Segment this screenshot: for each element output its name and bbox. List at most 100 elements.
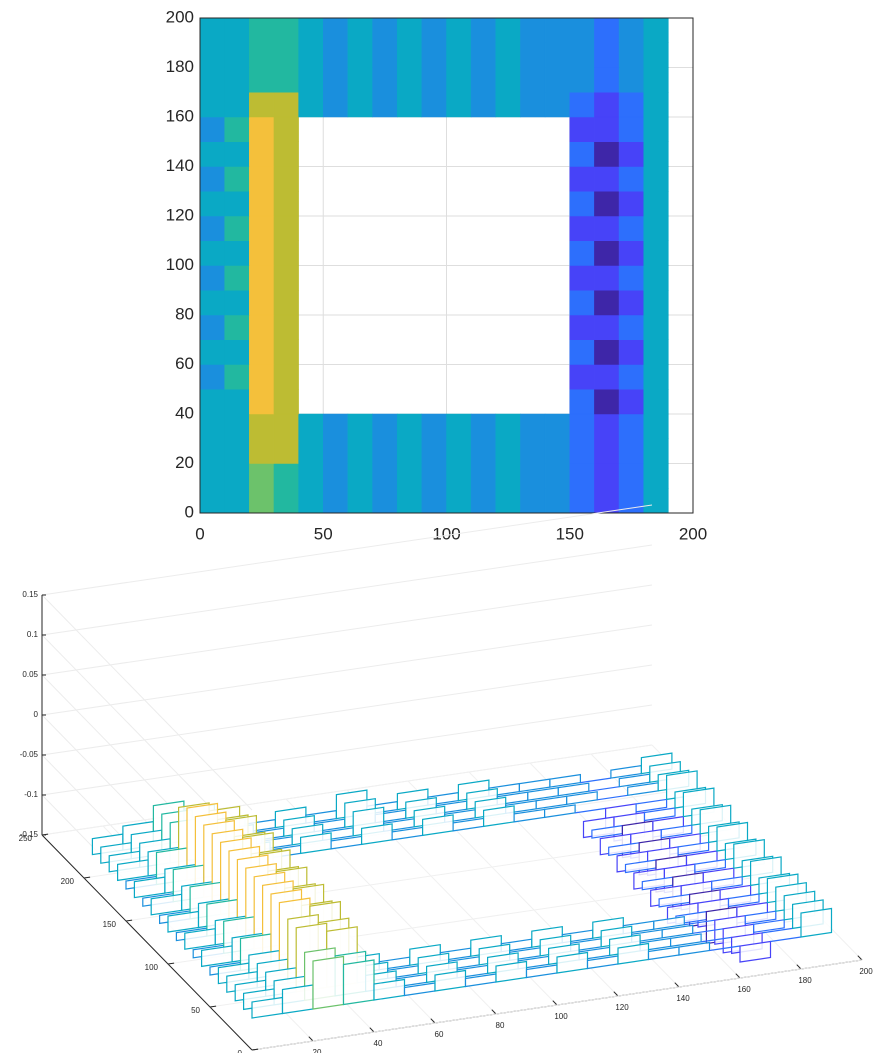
mesh-cell	[249, 464, 274, 489]
mesh-cell	[570, 266, 595, 291]
mesh-cell	[249, 365, 274, 390]
mesh-cell	[594, 266, 619, 291]
mesh-cell	[274, 68, 299, 93]
mesh-cell	[274, 315, 299, 340]
mesh-cell	[594, 290, 619, 315]
mesh-cell	[619, 68, 644, 93]
mesh-cell	[570, 414, 595, 439]
mesh-cell	[644, 439, 669, 464]
mesh-cell	[570, 167, 595, 192]
y-tick	[126, 920, 132, 921]
mesh-cell	[594, 18, 619, 43]
mesh-cell	[348, 43, 373, 68]
mesh-cell	[299, 464, 324, 489]
mesh-cell	[570, 365, 595, 390]
mesh-cell	[274, 18, 299, 43]
mesh-cell	[644, 290, 669, 315]
mesh-cell	[422, 414, 447, 439]
mesh-cell	[225, 241, 250, 266]
mesh-cell	[644, 216, 669, 241]
mesh-cell	[373, 68, 398, 93]
mesh-cell	[644, 414, 669, 439]
mesh-cell	[447, 18, 472, 43]
x-tick-label: 200	[679, 524, 707, 543]
figure: 020406080100120140160180200050100150200 …	[0, 0, 883, 1053]
mesh-cell	[323, 488, 348, 513]
mesh-cell	[225, 488, 250, 513]
x-tick	[675, 983, 679, 987]
mesh-cell	[594, 414, 619, 439]
mesh-cell	[644, 315, 669, 340]
mesh-cell	[619, 439, 644, 464]
mesh-cell	[520, 488, 545, 513]
mesh-cell	[274, 117, 299, 142]
mesh-cell	[249, 117, 274, 142]
x-tick	[797, 965, 801, 969]
mesh-cell	[249, 216, 274, 241]
mesh-cell	[249, 439, 274, 464]
mesh-cell	[348, 18, 373, 43]
mesh-cell	[249, 488, 274, 513]
mesh-cell	[274, 43, 299, 68]
mesh-cell	[422, 439, 447, 464]
mesh-cell	[225, 117, 250, 142]
mesh-cell	[373, 488, 398, 513]
mesh-cell	[496, 414, 521, 439]
mesh-cell	[644, 92, 669, 117]
mesh-cell	[373, 18, 398, 43]
mesh-cell	[249, 389, 274, 414]
mesh-cell	[249, 92, 274, 117]
mesh-cell	[348, 488, 373, 513]
y-tick-label: 120	[166, 205, 194, 224]
mesh-cell	[274, 290, 299, 315]
mesh-cell	[545, 68, 570, 93]
mesh-cell	[520, 43, 545, 68]
mesh-cell	[471, 464, 496, 489]
mesh-cell	[225, 92, 250, 117]
y-tick-label: 200	[61, 877, 75, 886]
mesh-cell	[373, 92, 398, 117]
mesh-cell	[225, 414, 250, 439]
mesh-cell	[570, 439, 595, 464]
mesh-cell	[570, 43, 595, 68]
z-tick-label: 0.1	[27, 630, 39, 639]
x-tick-label: 50	[314, 524, 333, 543]
mesh-cell	[570, 92, 595, 117]
mesh-cell	[225, 389, 250, 414]
mesh-cell	[274, 488, 299, 513]
mesh-cell	[225, 464, 250, 489]
mesh-cell	[644, 389, 669, 414]
mesh-cell	[274, 340, 299, 365]
mesh-cell	[496, 92, 521, 117]
mesh-cell	[644, 43, 669, 68]
mesh-cell	[594, 92, 619, 117]
mesh-cell	[200, 439, 225, 464]
mesh-cell	[200, 117, 225, 142]
mesh-cell	[274, 266, 299, 291]
mesh-cell	[644, 18, 669, 43]
mesh-cell	[644, 340, 669, 365]
mesh-cell	[313, 957, 344, 1010]
grid-line	[42, 505, 652, 810]
mesh-cell	[323, 464, 348, 489]
mesh-cell	[299, 92, 324, 117]
mesh-cell	[447, 92, 472, 117]
mesh-cell	[225, 365, 250, 390]
mesh-cell	[644, 266, 669, 291]
z-tick-label: 0.05	[22, 670, 38, 679]
mesh-cell	[619, 117, 644, 142]
mesh-cell	[274, 142, 299, 167]
mesh-cell	[274, 389, 299, 414]
y-tick-label: 80	[175, 304, 194, 323]
mesh-cell	[422, 464, 447, 489]
mesh-cell	[471, 488, 496, 513]
mesh-cell	[471, 414, 496, 439]
mesh-cell	[249, 167, 274, 192]
mesh-cell	[447, 464, 472, 489]
mesh-cell	[249, 43, 274, 68]
mesh-cell	[200, 340, 225, 365]
mesh-cell	[619, 315, 644, 340]
x-tick-label: 200	[859, 967, 873, 976]
mesh-cell	[447, 488, 472, 513]
